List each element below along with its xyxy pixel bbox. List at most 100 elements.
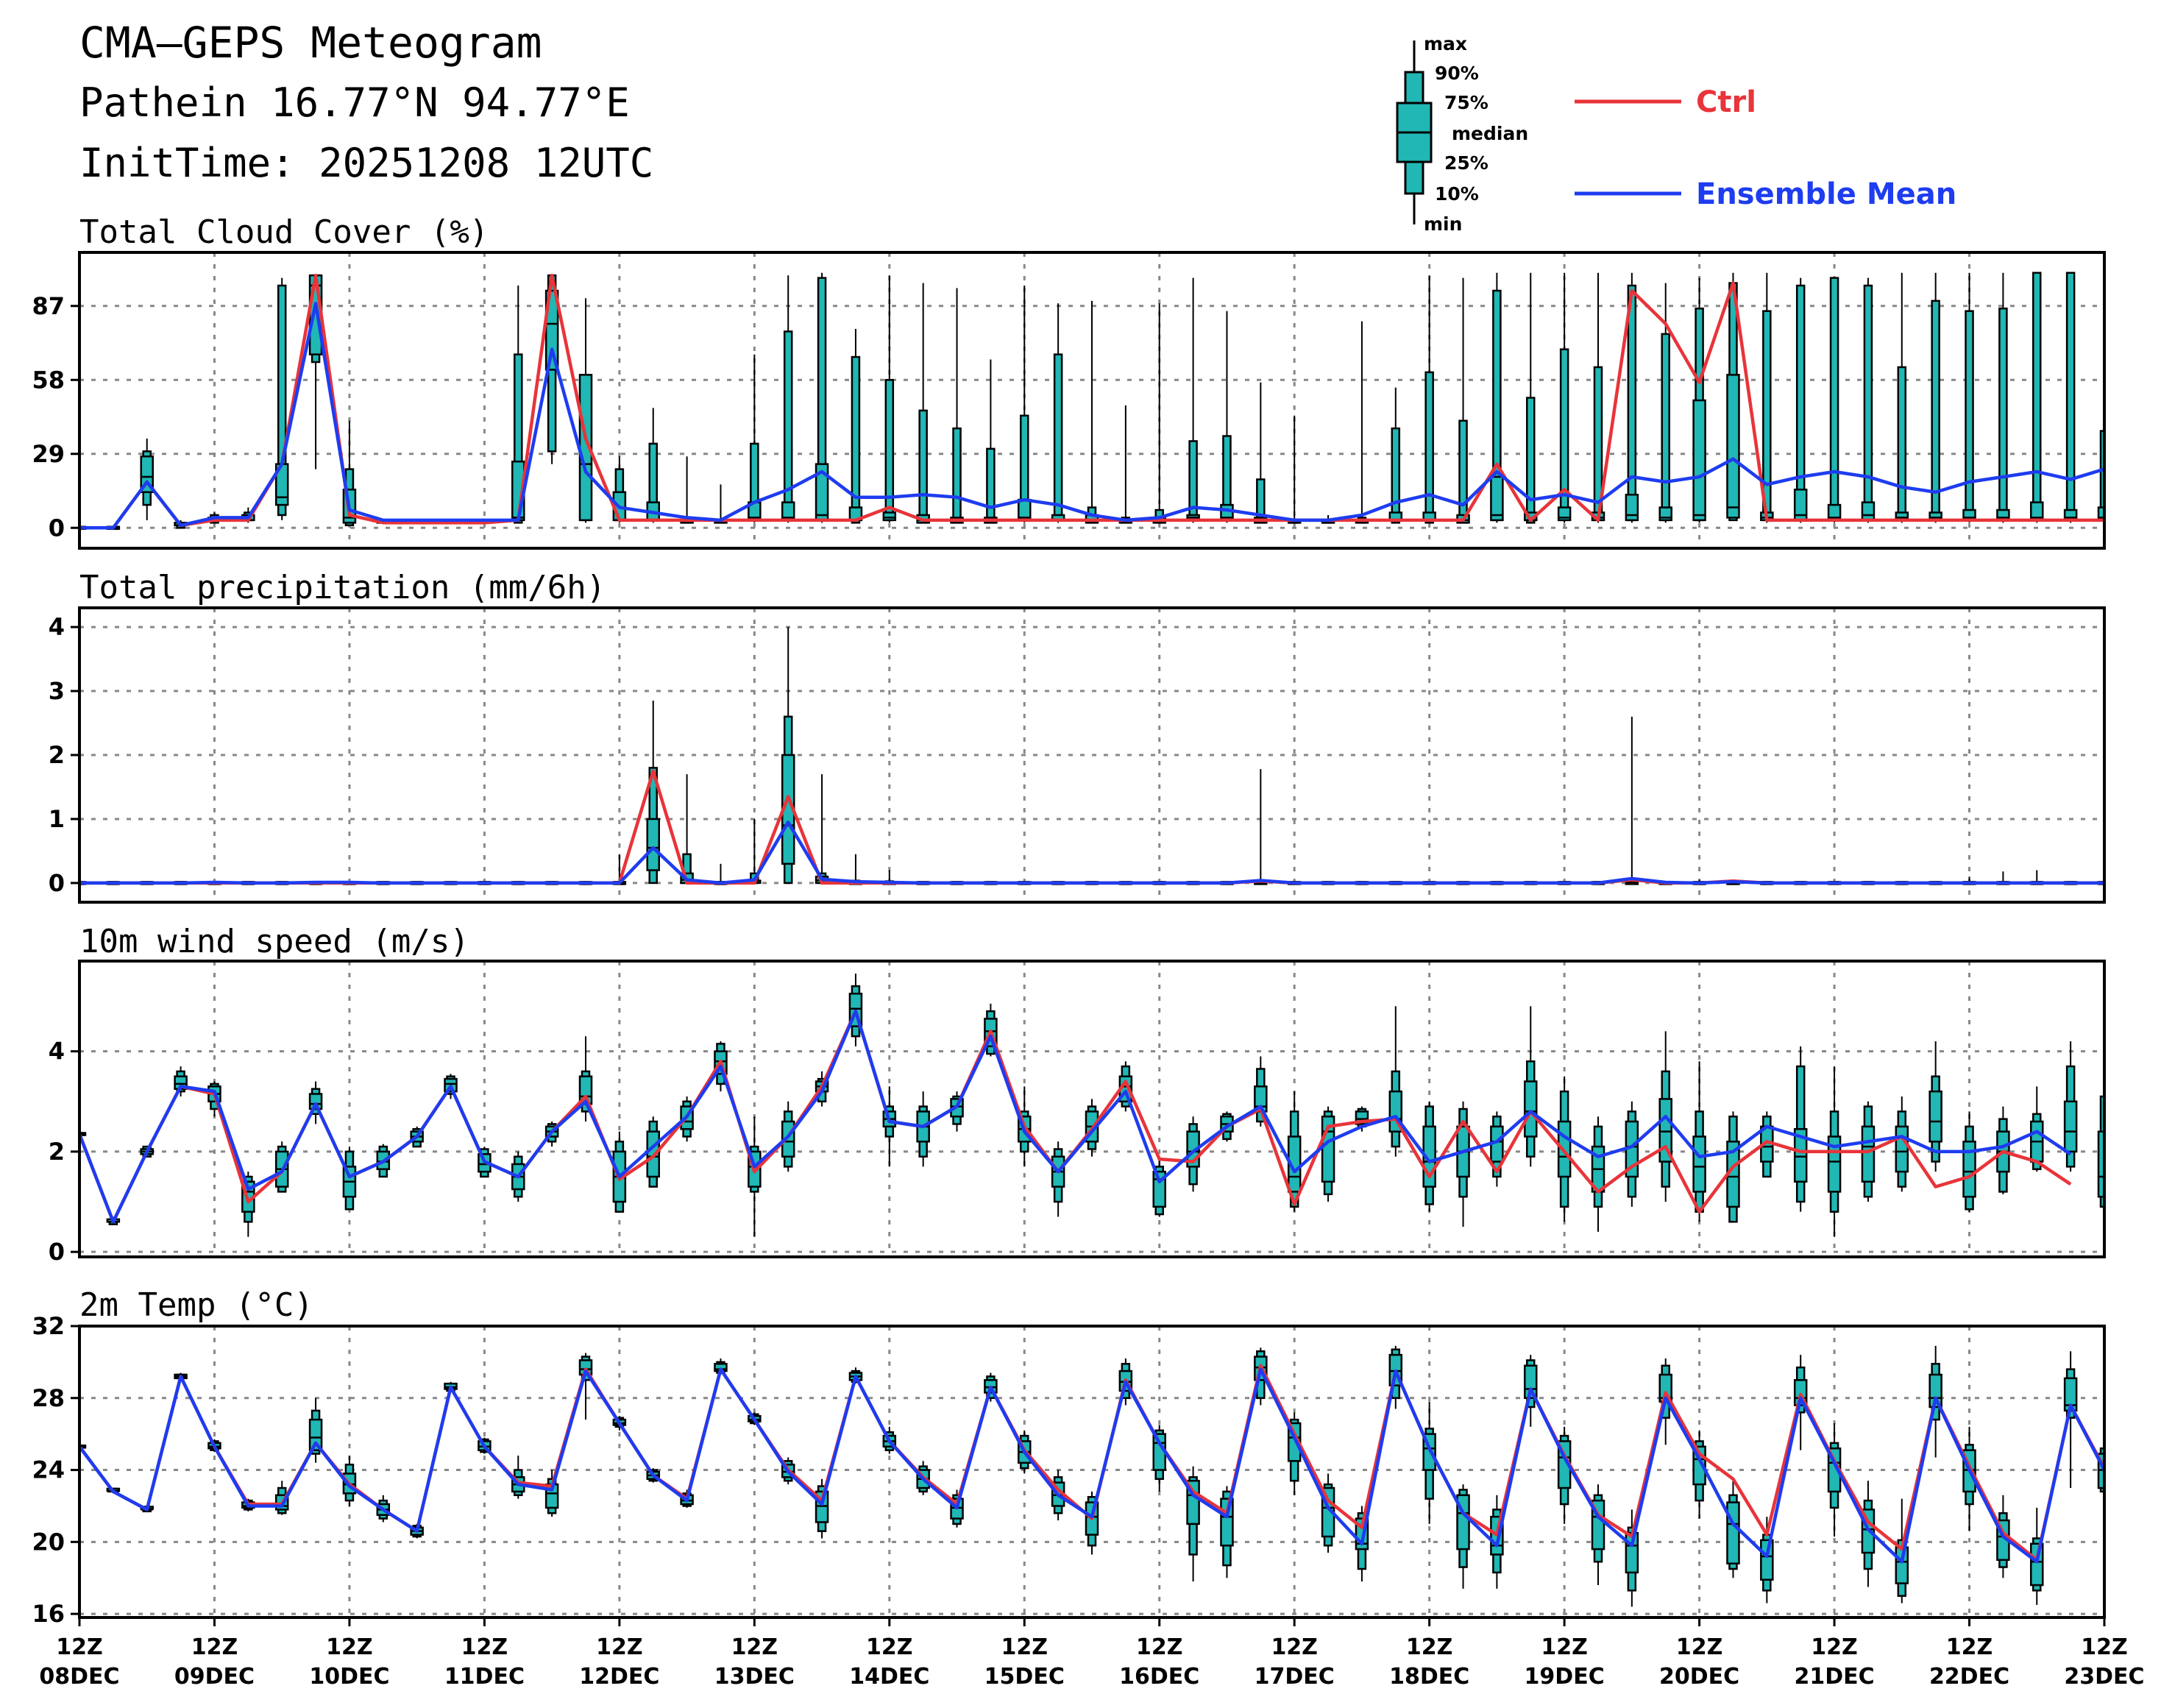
x-tick-label-time: 12Z (1406, 1634, 1453, 1660)
box-59 (2063, 272, 2078, 523)
box-43 (1524, 1006, 1538, 1167)
legend-mean-label: Ensemble Mean (1696, 177, 1956, 211)
box-p10-p90 (1053, 353, 1063, 522)
x-axis: 12Z 08DEC 12Z 09DEC 12Z 10DEC 12Z 11DEC 12Z 12DEC… (39, 1617, 2145, 1690)
box-22 (815, 272, 829, 523)
box-25 (916, 283, 930, 524)
box-p10-p90 (1661, 333, 1670, 522)
box-20 (748, 354, 762, 523)
box-40 (1422, 275, 1436, 524)
box-59 (2063, 1041, 2078, 1172)
x-tick-label-time: 12Z (1271, 1634, 1318, 1660)
box-p10-p90 (1795, 284, 1806, 522)
box-45 (1591, 1116, 1605, 1232)
box-26 (950, 288, 964, 524)
box-p25-p75 (1490, 475, 1504, 522)
box-32 (1152, 1156, 1166, 1217)
box-34 (1220, 311, 1234, 523)
box-52 (1827, 1423, 1842, 1537)
box-32 (1152, 1425, 1166, 1492)
panel-0: Total Cloud Cover (%) 0 29 58 87 (32, 213, 2106, 550)
box-43 (1524, 272, 1538, 524)
panel-title: 10m wind speed (m/s) (79, 923, 469, 960)
panel-frame (78, 960, 2106, 1258)
box-p10-p90 (1424, 371, 1434, 524)
box-p10-p90 (1458, 419, 1468, 524)
y-tick-label: 2 (49, 741, 65, 769)
box-35 (1254, 1056, 1268, 1127)
box-23 (848, 328, 863, 524)
box-46 (1625, 1101, 1639, 1207)
box-60 (2097, 298, 2104, 523)
box-45 (1591, 1484, 1605, 1585)
box-33 (1186, 277, 1200, 523)
legend-min-label: min (1424, 213, 1462, 235)
x-tick-label-date: 11DEC (444, 1664, 525, 1690)
box-35 (1254, 382, 1268, 524)
panel-1: Total precipitation (mm/6h) 0 1 2 3 4 (49, 569, 2106, 904)
y-tick-label: 24 (32, 1456, 65, 1484)
box-p10-p90 (952, 427, 962, 524)
box-17 (646, 701, 660, 885)
y-tick-label: 0 (49, 869, 65, 897)
box-6 (274, 277, 289, 520)
x-tick-label-time: 12Z (1811, 1634, 1858, 1660)
box-60 (2097, 1076, 2104, 1212)
x-tick-label-time: 12Z (1136, 1634, 1183, 1660)
box-p10-p90 (1998, 307, 2008, 522)
box-29 (1051, 1141, 1065, 1217)
box-23 (848, 854, 863, 885)
x-tick-label-time: 12Z (1001, 1634, 1048, 1660)
box-25 (916, 1091, 930, 1167)
box-44 (1557, 272, 1572, 523)
box-p25-p75 (1760, 1539, 1774, 1581)
box-51 (1793, 1046, 1808, 1212)
box-p10-p90 (2099, 430, 2104, 522)
series-area (79, 272, 2104, 531)
box-p10-p90 (884, 379, 895, 522)
box-44 (1557, 1426, 1572, 1524)
box-22 (815, 774, 829, 885)
box-p10-p90 (1829, 277, 1839, 522)
ensemble-mean-line (79, 1367, 2104, 1564)
box-p10-p90 (851, 355, 861, 524)
box-41 (1456, 277, 1470, 524)
ctrl-line (79, 273, 2104, 530)
box-42 (1490, 272, 1504, 523)
ensemble-mean-line (79, 302, 2104, 530)
x-tick-label-time: 12Z (2081, 1634, 2128, 1660)
box-39 (1388, 1006, 1403, 1157)
box-p10-p90 (1863, 284, 1873, 522)
box-58 (2030, 272, 2044, 523)
x-tick-label-time: 12Z (56, 1634, 103, 1660)
box-46 (1625, 716, 1639, 885)
x-tick-label-date: 08DEC (39, 1664, 119, 1690)
box-p25-p75 (2097, 506, 2104, 522)
box-p25-p75 (1793, 1128, 1808, 1183)
x-tick-label-date: 17DEC (1255, 1664, 1335, 1690)
box-40 (1422, 1401, 1436, 1524)
series-area (79, 1345, 2104, 1607)
box-p10-p90 (986, 447, 996, 524)
x-tick-label-date: 15DEC (984, 1664, 1065, 1690)
legend-median-label: median (1452, 123, 1528, 144)
y-tick-label: 28 (32, 1384, 65, 1412)
panel-2: 10m wind speed (m/s) 0 2 4 (49, 923, 2106, 1266)
box-p25-p75 (1287, 1135, 1302, 1193)
series-area (79, 627, 2104, 885)
box-28 (1018, 286, 1032, 523)
x-tick-label-date: 19DEC (1525, 1664, 1605, 1690)
y-tick-label: 2 (49, 1138, 65, 1166)
box-p25-p75 (1861, 501, 1876, 522)
box-55 (1928, 1041, 1942, 1172)
box-p10-p90 (1627, 284, 1637, 522)
box-24 (882, 1086, 897, 1167)
box-52 (1827, 277, 1842, 523)
ensemble-mean-line (79, 1009, 2072, 1224)
box-27 (984, 359, 998, 524)
box-32 (1152, 303, 1166, 524)
panel-3: 2m Temp (°C) 16 20 24 28 32 (32, 1286, 2106, 1628)
init-time-label: InitTime: 20251208 12UTC (79, 140, 653, 186)
box-legend: max 90% 75% median 25% 10% min (1396, 33, 1528, 235)
